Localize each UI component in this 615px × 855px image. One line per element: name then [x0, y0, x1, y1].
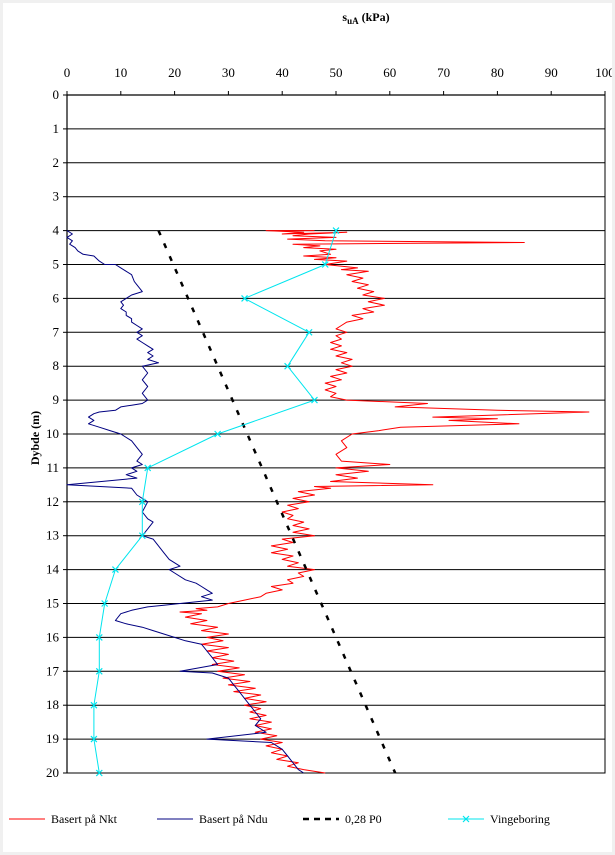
- legend: Basert på Nkt Basert på Ndu 0,28 P0 Vingebo…: [9, 812, 550, 826]
- series-1: [66, 230, 304, 774]
- y-tick-label: 19: [46, 731, 59, 746]
- series-marker: [284, 362, 292, 370]
- grid-lines: [66, 94, 606, 774]
- x-tick-label: 70: [437, 65, 450, 80]
- series-line: [66, 230, 304, 774]
- y-tick-label: 8: [53, 358, 60, 373]
- x-tick-label: 80: [491, 65, 504, 80]
- title-unit: (kPa): [359, 10, 390, 24]
- y-tick-label: 5: [53, 257, 60, 272]
- series-marker: [95, 769, 103, 777]
- legend-item-1: Basert på Ndu: [157, 812, 268, 826]
- series-marker: [214, 430, 222, 438]
- x-tick-label: 60: [383, 65, 396, 80]
- y-tick-label: 11: [46, 460, 59, 475]
- series-marker: [138, 498, 146, 506]
- y-tick-label: 20: [46, 765, 59, 780]
- y-tick-label: 10: [46, 426, 59, 441]
- series-marker: [95, 667, 103, 675]
- series-marker: [138, 532, 146, 540]
- x-tick-label: 30: [222, 65, 235, 80]
- series-marker: [90, 701, 98, 709]
- series-2: [157, 230, 397, 774]
- y-tick-label: 2: [53, 155, 60, 170]
- title-subscript: uA: [347, 16, 359, 26]
- x-tick-label: 100: [595, 65, 612, 80]
- y-tick-label: 6: [53, 290, 60, 305]
- series-marker: [95, 633, 103, 641]
- x-tick-label: 50: [330, 65, 343, 80]
- series-marker: [144, 464, 152, 472]
- legend-label: Basert på Nkt: [51, 812, 118, 826]
- chart-title: suA (kPa): [342, 10, 389, 26]
- title-main: s: [342, 10, 347, 24]
- y-tick-label: 13: [46, 528, 59, 543]
- legend-item-2: 0,28 P0: [303, 812, 382, 826]
- series-0: [179, 230, 590, 774]
- y-tick-label: 0: [53, 87, 60, 102]
- series-marker: [311, 396, 318, 404]
- x-tick-label: 20: [168, 65, 181, 80]
- legend-label: 0,28 P0: [345, 812, 382, 826]
- y-tick-label: 9: [53, 392, 60, 407]
- chart-frame: suA (kPa) Dybde (m) 0 1 2 3 4 5 6 7 8 9 10 11 12 13 14…: [3, 3, 612, 852]
- y-tick-label: 17: [46, 663, 60, 678]
- y-tick-label: 7: [53, 324, 60, 339]
- x-tick-label: 10: [114, 65, 127, 80]
- series-line: [157, 230, 397, 774]
- series-line: [179, 230, 590, 774]
- y-tick-label: 1: [53, 121, 60, 136]
- series-marker: [305, 328, 313, 336]
- series-marker: [241, 294, 248, 302]
- x-tick-label: 40: [276, 65, 289, 80]
- series-marker: [101, 600, 109, 607]
- legend-marker: [462, 815, 470, 823]
- legend-item-3: Vingeboring: [448, 812, 550, 826]
- legend-label: Basert på Ndu: [199, 812, 268, 826]
- y-tick-label: 4: [53, 223, 60, 238]
- legend-label: Vingeboring: [490, 812, 550, 826]
- y-tick-label: 14: [46, 562, 60, 577]
- depth-profile-chart: suA (kPa) Dybde (m) 01234567891011121314…: [9, 10, 612, 826]
- series-layer: [66, 227, 590, 777]
- series-marker: [111, 566, 119, 574]
- legend-item-0: Basert på Nkt: [9, 812, 118, 826]
- series-marker: [321, 261, 329, 268]
- series-marker: [332, 227, 340, 235]
- y-tick-label: 12: [46, 494, 59, 509]
- y-axis-label: Dybde (m): [28, 411, 42, 465]
- y-tick-label: 15: [46, 596, 59, 611]
- x-tick-label: 0: [64, 65, 71, 80]
- y-tick-label: 3: [53, 189, 60, 204]
- series-3: [90, 227, 340, 777]
- y-tick-label: 18: [46, 697, 59, 712]
- series-marker: [90, 735, 98, 743]
- x-tick-label: 90: [545, 65, 558, 80]
- y-tick-label: 16: [46, 629, 60, 644]
